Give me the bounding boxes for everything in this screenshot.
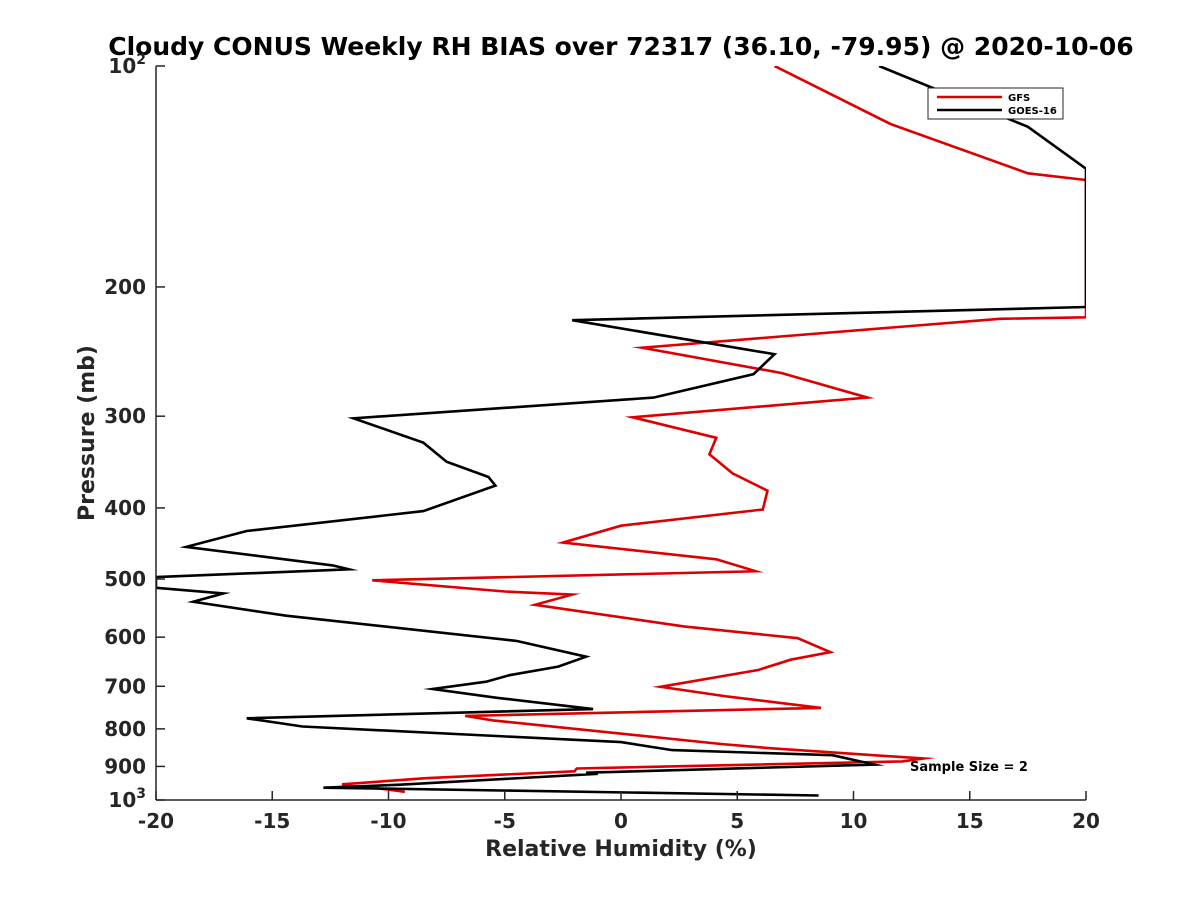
x-tick-label: 10 xyxy=(840,809,868,833)
y-tick-label: 500 xyxy=(104,567,146,591)
series-layer xyxy=(156,66,1086,797)
x-tick-label: -20 xyxy=(138,809,174,833)
x-tick-label: 15 xyxy=(956,809,984,833)
y-tick-label: 800 xyxy=(104,717,146,741)
y-tick-label: 103 xyxy=(108,786,146,812)
y-tick-label: 300 xyxy=(104,404,146,428)
plot-area: -20 -15 -10 -5 0 5 10 15 20 102 200 300 400 500 600 70… xyxy=(104,52,1100,833)
x-tick-label: 0 xyxy=(614,809,628,833)
sample-size-annotation: Sample Size = 2 xyxy=(910,760,1028,775)
series-line-gfs xyxy=(341,66,1086,794)
y-tick-label: 600 xyxy=(104,625,146,649)
series-line-goes-16 xyxy=(156,66,1086,797)
x-ticks: -20 -15 -10 -5 0 5 10 15 20 xyxy=(138,791,1100,833)
x-tick-label: -5 xyxy=(494,809,516,833)
x-tick-label: -10 xyxy=(370,809,406,833)
x-tick-label: 5 xyxy=(730,809,744,833)
x-tick-label: -15 xyxy=(254,809,290,833)
x-axis-label: Relative Humidity (%) xyxy=(485,837,757,862)
y-tick-label: 102 xyxy=(108,52,146,78)
chart-title: Cloudy CONUS Weekly RH BIAS over 72317 (… xyxy=(108,32,1133,61)
y-tick-label: 900 xyxy=(104,754,146,778)
y-tick-label: 700 xyxy=(104,674,146,698)
legend-box xyxy=(927,87,1064,120)
legend-label-goes-16: GOES-16 xyxy=(1008,106,1057,117)
y-tick-label: 400 xyxy=(104,496,146,520)
x-tick-label: 20 xyxy=(1072,809,1100,833)
y-tick-label: 200 xyxy=(104,275,146,299)
legend-label-gfs: GFS xyxy=(1008,93,1030,104)
y-axis-label: Pressure (mb) xyxy=(75,345,100,521)
y-ticks: 102 200 300 400 500 600 700 800 900 103 xyxy=(104,52,165,812)
legend: GFS GOES-16 xyxy=(927,87,1064,120)
